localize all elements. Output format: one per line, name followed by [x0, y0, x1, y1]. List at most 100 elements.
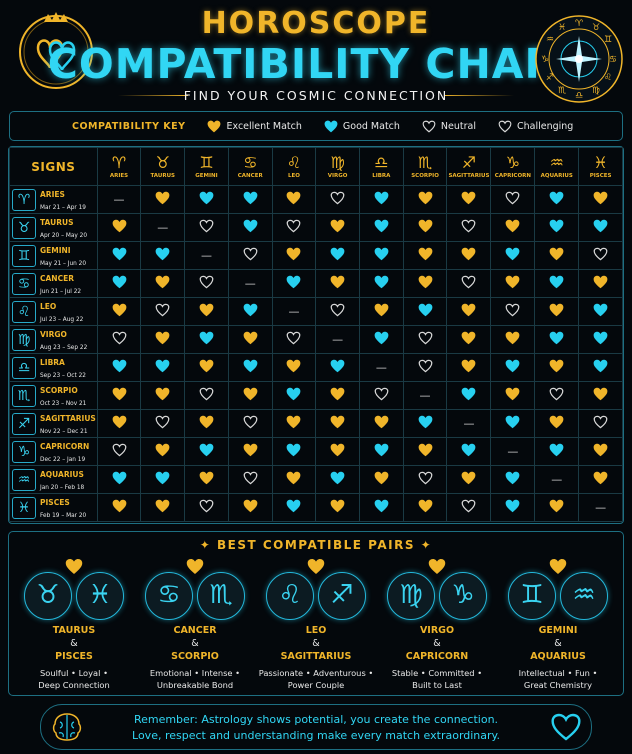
heart-filled-cyan-icon: [287, 387, 301, 401]
compat-cell: [96, 325, 142, 354]
compat-cell: [96, 437, 142, 466]
heart-filled-cyan-icon: [506, 471, 520, 485]
compat-cell: [402, 297, 448, 326]
compat-cell: [315, 437, 360, 466]
compat-cell: [140, 353, 186, 382]
heart-outline-icon: [155, 303, 170, 317]
heart-filled-gold-icon: [199, 303, 214, 317]
heart-outline-icon: [551, 713, 581, 741]
compat-cell: [578, 465, 623, 494]
heart-filled-cyan-icon: [374, 247, 389, 261]
heart-filled-gold-icon: [593, 471, 608, 485]
compat-cell: [315, 381, 360, 410]
heart-filled-gold-icon: [593, 275, 608, 289]
compat-cell: [184, 325, 229, 354]
row-sign-dates: Feb 19 – Mar 20: [40, 512, 87, 519]
compat-cell: [402, 241, 448, 270]
svg-text:♉: ♉: [592, 23, 600, 33]
pair-sign-1: GEMINI: [538, 625, 578, 636]
table-row: ♓ PISCES Feb 19 – Mar 20 —: [9, 493, 623, 522]
heart-filled-gold-icon: [307, 559, 325, 574]
heart-filled-gold-icon: [112, 499, 126, 513]
column-header-label: CANCER: [237, 173, 263, 179]
compat-cell: [446, 353, 492, 382]
compat-cell: [446, 437, 492, 466]
row-sign-name: LIBRA: [40, 357, 65, 367]
heart-outline-icon: [462, 219, 476, 233]
compat-cell: [578, 185, 623, 214]
zodiac-capricorn-icon: ♑: [12, 440, 36, 463]
heart-filled-gold-icon: [199, 359, 214, 373]
heart-filled-cyan-icon: [112, 247, 126, 261]
heart-filled-cyan-icon: [330, 471, 345, 485]
compat-cell: [534, 353, 580, 382]
zodiac-pisces-icon: ♓: [12, 496, 36, 519]
compat-cell: [315, 241, 360, 270]
compat-cell: [271, 241, 317, 270]
heart-outline-icon: [287, 331, 301, 345]
heart-filled-gold-icon: [243, 331, 258, 345]
heart-filled-cyan-icon: [549, 443, 564, 457]
pair-description: Soulful • Loyal • Deep Connection: [15, 668, 133, 691]
pair-description: Passionate • Adventurous • Power Couple: [257, 668, 375, 691]
heart-filled-cyan-icon: [324, 120, 338, 132]
heart-filled-gold-icon: [330, 387, 345, 401]
heart-filled-gold-icon: [243, 443, 258, 457]
row-header: ♊ GEMINI May 21 – Jun 20: [9, 241, 98, 270]
heart-outline-icon: [593, 247, 608, 261]
heart-outline-icon: [498, 120, 512, 132]
zodiac-leo-icon: ♌: [286, 153, 302, 172]
zodiac-sagittarius-icon: ♐: [461, 153, 477, 172]
zodiac-aquarius-icon: ♒: [560, 572, 608, 620]
table-row: ♋ CANCER Jun 21 – Jul 22 —: [9, 269, 623, 298]
compat-cell: [140, 269, 186, 298]
heart-filled-cyan-icon: [374, 219, 389, 233]
compat-cell: [140, 493, 186, 522]
row-sign-name: PISCES: [40, 497, 70, 507]
key-label: Excellent Match: [226, 120, 302, 132]
title-horoscope: HOROSCOPE: [201, 6, 431, 41]
heart-filled-cyan-icon: [199, 443, 214, 457]
row-sign-name: LEO: [40, 301, 57, 311]
compat-cell: [96, 381, 142, 410]
row-header: ♏ SCORPIO Oct 23 – Nov 21: [9, 381, 98, 410]
pair-desc-line-1: Emotional • Intense •: [149, 668, 241, 678]
pair-card: ♉ ♓ TAURUS & PISCES Soulful • Loyal • Deep Con…: [15, 558, 133, 693]
column-header-label: TAURUS: [150, 173, 176, 179]
row-sign-dates: Aug 23 – Sep 22: [40, 344, 88, 351]
table-row: ♏ SCORPIO Oct 23 – Nov 21 —: [9, 381, 623, 410]
heart-filled-cyan-icon: [330, 359, 345, 373]
pair-card: ♍ ♑ VIRGO & CAPRICORN Stable • Committed • Bui…: [378, 558, 496, 693]
page-subtitle: FIND YOUR COSMIC CONNECTION: [183, 88, 449, 103]
row-sign-name: VIRGO: [40, 329, 67, 339]
pair-heart: [549, 558, 567, 579]
heart-filled-gold-icon: [243, 387, 258, 401]
compat-cell: —: [446, 409, 492, 438]
column-header-label: CAPRICORN: [494, 173, 531, 179]
pair-ampersand: &: [70, 638, 78, 649]
svg-text:♎: ♎: [575, 91, 583, 101]
pair-sign-1: CANCER: [173, 625, 217, 636]
compat-cell: [184, 465, 229, 494]
heart-filled-cyan-icon: [243, 303, 258, 317]
heart-outline-icon: [593, 415, 608, 429]
row-sign-dates: Apr 20 – May 20: [40, 232, 88, 239]
heart-filled-gold-icon: [462, 303, 476, 317]
compat-cell: [578, 213, 623, 242]
compat-cell: [358, 241, 404, 270]
zodiac-pisces-icon: ♓: [76, 572, 124, 620]
compat-cell: [271, 381, 317, 410]
pair-names: GEMINI & AQUARIUS: [499, 624, 617, 663]
heart-filled-gold-icon: [418, 247, 432, 261]
pair-names: TAURUS & PISCES: [15, 624, 133, 663]
compat-cell: [490, 213, 536, 242]
row-sign-dates: May 21 – Jun 20: [40, 260, 87, 267]
column-header: ♐ SAGITTARIUS: [446, 147, 492, 186]
table-row: ♉ TAURUS Apr 20 – May 20 —: [9, 213, 623, 242]
compat-cell: [534, 325, 580, 354]
zodiac-cancer-icon: ♋: [243, 153, 258, 172]
row-sign-dates: Jun 21 – Jul 22: [40, 288, 82, 295]
heart-filled-cyan-icon: [112, 359, 126, 373]
compat-cell: [358, 297, 404, 326]
row-sign-dates: Jul 23 – Aug 22: [40, 316, 84, 323]
